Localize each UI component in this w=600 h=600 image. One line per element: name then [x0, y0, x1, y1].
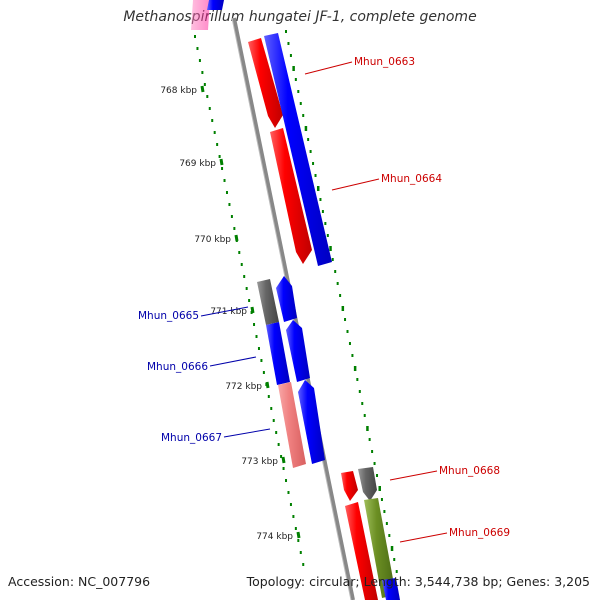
gene-label-mhun-0665[interactable]: Mhun_0665 [138, 310, 199, 322]
gene-feature-blue-reverse-2[interactable] [286, 320, 310, 382]
leader-line-mhun-0668 [389, 470, 438, 481]
gene-feature-mhun-0668[interactable] [341, 471, 358, 501]
tick-mark [281, 456, 286, 464]
gene-features [248, 33, 400, 600]
gene-feature-blue-reverse-1[interactable] [276, 276, 297, 322]
gene-feature-mhun-0666[interactable] [266, 322, 290, 385]
gene-feature-mhun-0665[interactable] [257, 279, 279, 325]
tick-mark [265, 381, 270, 389]
genome-summary-text: Topology: circular; Length: 3,544,738 bp… [246, 574, 590, 589]
gene-feature-red-forward-2[interactable] [345, 502, 378, 600]
gene-feature-blue-forward[interactable] [264, 33, 332, 266]
leader-line-mhun-0666 [209, 356, 257, 367]
gene-label-mhun-0663[interactable]: Mhun_0663 [354, 56, 415, 68]
offscreen-features-top [191, 0, 224, 30]
gene-label-mhun-0669[interactable]: Mhun_0669 [449, 527, 510, 539]
leader-line-mhun-0663 [304, 61, 353, 75]
tick-mark [234, 234, 239, 242]
map-title: Methanospirillum hungatei JF-1, complete… [123, 9, 477, 25]
gene-feature-mhun-0669[interactable] [364, 498, 396, 598]
tick-mark [296, 531, 301, 539]
leader-line-mhun-0667 [223, 428, 271, 438]
tick-label: 769 kbp [179, 159, 216, 169]
tick-label: 772 kbp [225, 382, 262, 392]
gene-feature-blue-forward-2[interactable] [382, 578, 400, 600]
gene-feature-mhun-0667[interactable] [278, 382, 306, 468]
tick-mark [219, 158, 224, 166]
gene-feature-blue-reverse-3[interactable] [298, 380, 325, 464]
tick-mark [250, 306, 255, 314]
gene-label-mhun-0666[interactable]: Mhun_0666 [147, 361, 208, 373]
tick-mark [200, 85, 205, 93]
tick-label: 768 kbp [160, 86, 197, 96]
gene-feature-mhun-0663[interactable] [248, 38, 283, 128]
gene-labels: Mhun_0663 Mhun_0664 Mhun_0665 Mhun_0666 Mhun… [138, 56, 510, 543]
gene-feature-gray-forward[interactable] [358, 467, 377, 501]
tick-label: 774 kbp [256, 532, 293, 542]
accession-text: Accession: NC_007796 [8, 574, 151, 589]
gene-feature-mhun-0664[interactable] [270, 128, 312, 264]
dotted-track [194, 30, 398, 573]
leader-line-mhun-0664 [331, 178, 380, 191]
tick-label: 771 kbp [210, 307, 247, 317]
gene-label-mhun-0667[interactable]: Mhun_0667 [161, 432, 222, 444]
kbp-ticks: 768 kbp 769 kbp 770 kbp 771 kbp 772 kbp 773 k… [160, 85, 301, 542]
leader-line-mhun-0669 [399, 532, 448, 543]
leader-line-mhun-0665 [200, 306, 249, 317]
gene-label-mhun-0664[interactable]: Mhun_0664 [381, 173, 442, 185]
tick-label: 770 kbp [194, 235, 231, 245]
gene-label-mhun-0668[interactable]: Mhun_0668 [439, 465, 500, 477]
tick-label: 773 kbp [241, 457, 278, 467]
